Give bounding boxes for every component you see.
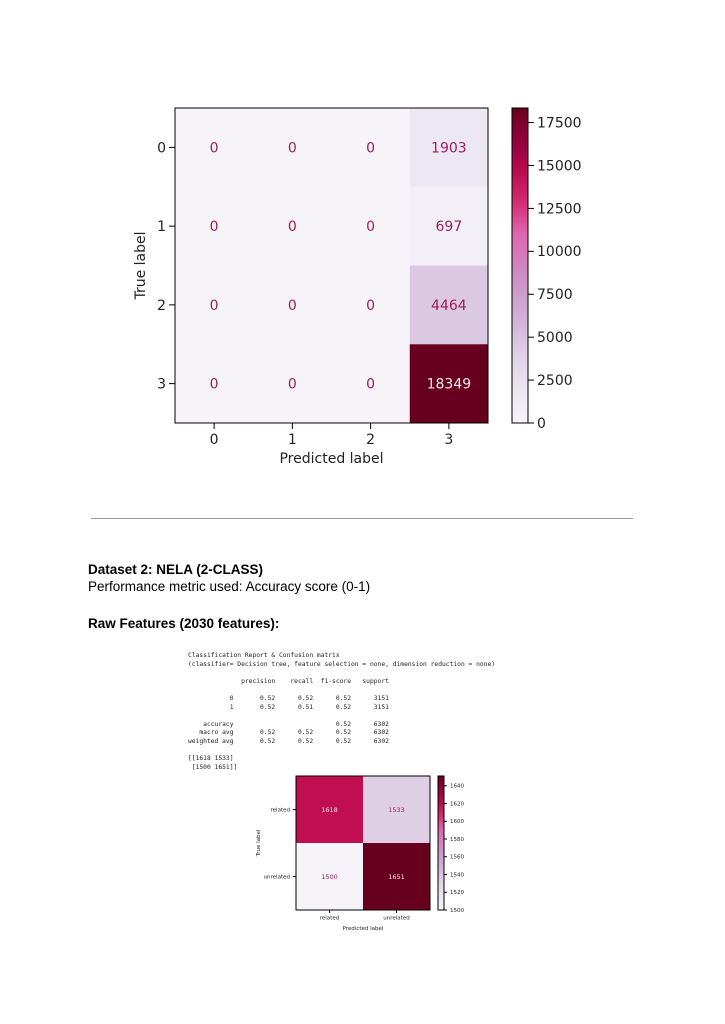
report-line: Classification Report & Confusion matrix [188, 652, 340, 659]
confusion-matrix-2class: 1618 1533 1500 1651 related unrelated related u… [250, 772, 480, 932]
report-line [188, 669, 495, 678]
colorbar-tick-label: 15000 [537, 158, 582, 174]
cell-value: 4464 [431, 298, 467, 314]
x-axis-label: Predicted label [279, 451, 383, 467]
colorbar-tick-label: 1580 [450, 837, 464, 843]
matrix-cell [331, 186, 410, 266]
matrix-cell [409, 186, 488, 266]
cell-value: 0 [288, 140, 297, 156]
x-tick-label: related [320, 916, 339, 922]
matrix-cell [175, 186, 254, 266]
colorbar-tick-label: 5000 [537, 330, 573, 346]
report-line: 1 0.52 0.51 0.52 3151 [188, 703, 389, 711]
x-tick-label: 3 [444, 432, 453, 448]
matrix-cell [296, 843, 363, 910]
colorbar [511, 107, 529, 424]
matrix-cell [253, 186, 332, 266]
matrix-cell [296, 776, 363, 843]
y-tick-label: 0 [157, 140, 166, 156]
y-tick-label: 2 [157, 298, 166, 314]
report-line: 0 0.52 0.52 0.52 3151 [188, 694, 389, 702]
y-tick-label: unrelated [264, 874, 290, 880]
colorbar-tick-label: 1620 [450, 801, 464, 807]
report-line: accuracy 0.52 6302 [188, 720, 389, 728]
cell-value: 0 [288, 219, 297, 235]
section-divider [91, 518, 633, 519]
report-line: weighted avg 0.52 0.52 0.52 6302 [188, 737, 389, 745]
colorbar-tick-label: 7500 [537, 287, 573, 303]
cell-value: 0 [366, 219, 375, 235]
x-tick-label: 1 [288, 432, 297, 448]
x-tick-label: unrelated [383, 916, 409, 922]
matrix-frame [174, 107, 489, 424]
cell-value: 0 [366, 140, 375, 156]
cell-value: 0 [210, 298, 219, 314]
matrix-cell [175, 265, 254, 345]
cell-value: 0 [366, 298, 375, 314]
matrix-cell [409, 108, 488, 187]
cell-value: 697 [436, 219, 463, 235]
y-tick-label: related [271, 807, 290, 813]
matrix-cell [175, 344, 254, 423]
x-tick-label: 2 [366, 432, 375, 448]
matrix-frame [295, 775, 431, 911]
colorbar-tick-label: 12500 [537, 201, 582, 217]
colorbar-tick-label: 1640 [450, 784, 464, 790]
colorbar-tick-label: 1560 [450, 855, 464, 861]
report-line [188, 686, 495, 695]
matrix-cell [363, 843, 430, 910]
report-line [188, 712, 495, 721]
cell-value: 1618 [321, 806, 338, 814]
cell-value: 0 [210, 140, 219, 156]
matrix-cell [363, 776, 430, 843]
report-line: macro avg 0.52 0.52 0.52 6302 [188, 729, 389, 737]
report-line: (classifier= Decision tree, feature sele… [188, 660, 496, 668]
colorbar-tick-label: 1600 [450, 819, 464, 825]
matrix-cell [331, 344, 410, 423]
cell-value: 0 [288, 298, 297, 314]
matrix-cell [253, 344, 332, 423]
confusion-matrix-4class: 0 0 0 1903 0 0 0 697 0 0 0 4464 0 0 0 18349 0 1 2 3 0 1 2 3 Pred… [120, 100, 620, 480]
matrix-cell [409, 344, 488, 423]
cell-value: 1500 [321, 873, 338, 881]
confusion-matrix-4class-svg: 0 0 0 1903 0 0 0 697 0 0 0 4464 0 0 0 18349 0 1 2 3 0 1 2 3 Pred… [133, 107, 582, 467]
colorbar-tick-label: 1540 [450, 872, 464, 878]
report-line: precision recall f1-score support [188, 677, 389, 685]
matrix-cell [331, 108, 410, 187]
matrix-cell [253, 108, 332, 187]
classification-report: Classification Report & Confusion matrix… [188, 652, 495, 772]
colorbar-tick-label: 2500 [537, 373, 573, 389]
colorbar [437, 775, 445, 911]
cell-value: 1903 [431, 140, 467, 156]
report-line [188, 747, 495, 756]
x-axis-label: Predicted label [343, 926, 384, 932]
metric-description: Performance metric used: Accuracy score … [88, 579, 371, 594]
cell-value: 0 [210, 377, 219, 393]
y-axis-label: True label [256, 829, 262, 857]
cell-value: 18349 [427, 377, 472, 393]
matrix-cell [331, 265, 410, 345]
y-axis-label: True label [133, 231, 149, 300]
colorbar-tick-label: 0 [537, 416, 546, 432]
matrix-cell [253, 265, 332, 345]
cell-value: 0 [288, 377, 297, 393]
raw-features-heading: Raw Features (2030 features): [88, 616, 280, 631]
cell-value: 1533 [388, 806, 405, 814]
confusion-matrix-2class-svg: 1618 1533 1500 1651 related unrelated related u… [256, 775, 464, 932]
matrix-cell [175, 108, 254, 187]
colorbar-tick-label: 1500 [450, 908, 464, 914]
cell-value: 1651 [388, 873, 405, 881]
y-tick-label: 3 [157, 377, 166, 393]
matrix-cell [409, 265, 488, 345]
colorbar-tick-label: 17500 [537, 115, 582, 131]
colorbar-tick-label: 1520 [450, 890, 464, 896]
cell-value: 0 [366, 377, 375, 393]
report-line: [1500 1651]] [188, 763, 238, 771]
x-tick-label: 0 [210, 432, 219, 448]
colorbar-tick-label: 10000 [537, 244, 582, 260]
cell-value: 0 [210, 219, 219, 235]
report-line: [[1618 1533] [188, 755, 234, 763]
y-tick-label: 1 [157, 219, 166, 235]
dataset-heading: Dataset 2: NELA (2-CLASS) [88, 562, 264, 577]
